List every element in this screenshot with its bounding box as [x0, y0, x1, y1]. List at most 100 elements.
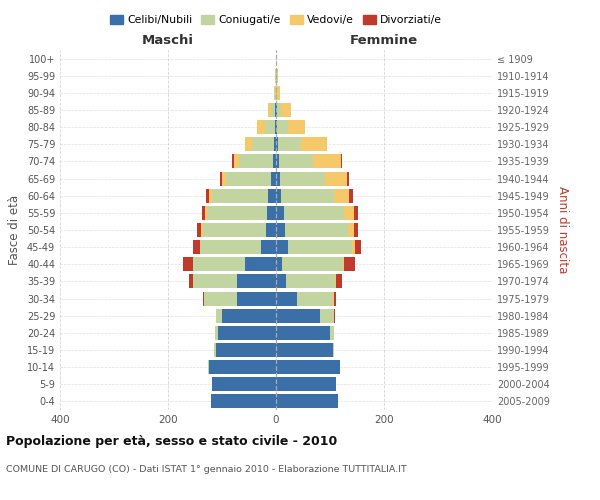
Bar: [288, 240, 352, 254]
Bar: [276, 240, 288, 254]
Y-axis label: Fasce di età: Fasce di età: [8, 195, 21, 265]
Bar: [193, 274, 237, 288]
Bar: [222, 308, 276, 322]
Bar: [276, 326, 330, 340]
Bar: [268, 103, 271, 117]
Bar: [325, 172, 347, 185]
Bar: [277, 103, 281, 117]
Bar: [234, 154, 239, 168]
Bar: [274, 86, 275, 100]
Bar: [276, 138, 278, 151]
Bar: [343, 258, 344, 272]
Bar: [202, 206, 205, 220]
Bar: [355, 240, 361, 254]
Bar: [277, 68, 278, 82]
Bar: [276, 343, 332, 357]
Bar: [344, 258, 355, 272]
Bar: [276, 274, 286, 288]
Bar: [276, 292, 296, 306]
Bar: [288, 120, 305, 134]
Bar: [284, 206, 344, 220]
Bar: [283, 258, 343, 272]
Bar: [207, 206, 268, 220]
Bar: [226, 172, 271, 185]
Bar: [275, 120, 276, 134]
Bar: [330, 326, 334, 340]
Bar: [341, 154, 343, 168]
Bar: [301, 138, 327, 151]
Bar: [347, 172, 349, 185]
Bar: [296, 292, 333, 306]
Bar: [203, 223, 266, 237]
Bar: [276, 103, 277, 117]
Legend: Celibi/Nubili, Coniugati/e, Vedovi/e, Divorziati/e: Celibi/Nubili, Coniugati/e, Vedovi/e, Di…: [106, 10, 446, 29]
Bar: [197, 223, 202, 237]
Bar: [265, 120, 275, 134]
Bar: [277, 120, 288, 134]
Bar: [268, 188, 276, 202]
Bar: [205, 206, 207, 220]
Bar: [334, 292, 337, 306]
Bar: [215, 308, 222, 322]
Bar: [245, 138, 252, 151]
Bar: [276, 258, 283, 272]
Bar: [271, 103, 275, 117]
Bar: [266, 223, 276, 237]
Bar: [211, 394, 276, 408]
Bar: [276, 394, 338, 408]
Bar: [182, 258, 193, 272]
Text: COMUNE DI CARUGO (CO) - Dati ISTAT 1° gennaio 2010 - Elaborazione TUTTITALIA.IT: COMUNE DI CARUGO (CO) - Dati ISTAT 1° ge…: [6, 465, 407, 474]
Bar: [276, 154, 279, 168]
Bar: [276, 308, 320, 322]
Bar: [279, 154, 313, 168]
Bar: [276, 378, 337, 392]
Bar: [188, 274, 193, 288]
Bar: [277, 86, 280, 100]
Bar: [275, 103, 276, 117]
Bar: [206, 188, 209, 202]
Bar: [193, 240, 200, 254]
Bar: [215, 343, 276, 357]
Bar: [202, 223, 203, 237]
Bar: [320, 308, 334, 322]
Bar: [237, 274, 276, 288]
Bar: [354, 206, 358, 220]
Bar: [252, 138, 274, 151]
Bar: [349, 188, 353, 202]
Bar: [276, 206, 284, 220]
Bar: [354, 223, 358, 237]
Bar: [209, 360, 276, 374]
Bar: [281, 103, 291, 117]
Bar: [281, 188, 334, 202]
Bar: [239, 154, 273, 168]
Bar: [284, 223, 349, 237]
Bar: [276, 172, 280, 185]
Bar: [215, 326, 218, 340]
Bar: [349, 223, 354, 237]
Bar: [220, 172, 222, 185]
Bar: [193, 258, 245, 272]
Bar: [200, 240, 261, 254]
Bar: [280, 172, 325, 185]
Bar: [274, 138, 276, 151]
Bar: [276, 360, 340, 374]
Bar: [268, 206, 276, 220]
Bar: [257, 120, 265, 134]
Bar: [332, 343, 334, 357]
Bar: [352, 240, 355, 254]
Bar: [245, 258, 276, 272]
Bar: [209, 188, 212, 202]
Bar: [218, 326, 276, 340]
Bar: [273, 154, 276, 168]
Bar: [222, 172, 226, 185]
Bar: [337, 274, 342, 288]
Bar: [286, 274, 335, 288]
Bar: [212, 378, 276, 392]
Bar: [203, 292, 237, 306]
Bar: [214, 343, 215, 357]
Bar: [276, 188, 281, 202]
Bar: [271, 172, 276, 185]
Bar: [276, 120, 277, 134]
Text: Femmine: Femmine: [350, 34, 418, 46]
Bar: [276, 223, 284, 237]
